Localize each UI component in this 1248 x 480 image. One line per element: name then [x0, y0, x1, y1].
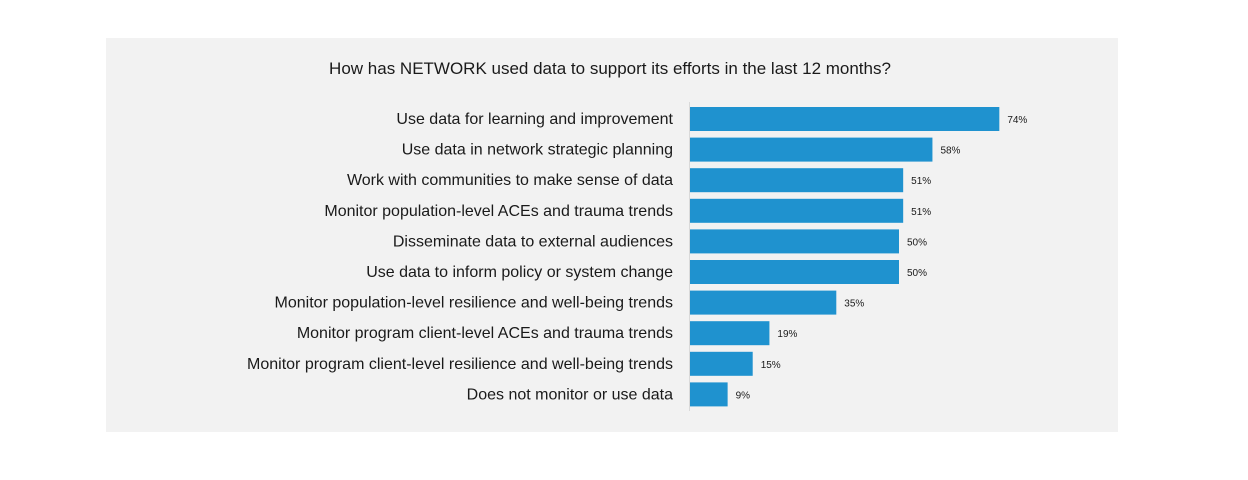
bar — [690, 321, 770, 346]
value-label: 51% — [911, 176, 931, 187]
bar — [690, 382, 728, 407]
category-label: Use data in network strategic planning — [402, 142, 673, 159]
chart-panel: How has NETWORK used data to support its… — [106, 38, 1118, 432]
chart-title: How has NETWORK used data to support its… — [329, 59, 891, 78]
category-label: Monitor program client-level resilience … — [247, 356, 673, 373]
category-label: Does not monitor or use data — [467, 386, 673, 403]
value-label: 58% — [940, 146, 960, 157]
category-label: Work with communities to make sense of d… — [347, 172, 673, 189]
value-label: 50% — [907, 237, 927, 248]
category-label: Monitor population-level resilience and … — [275, 295, 673, 312]
bar — [690, 290, 837, 315]
value-label: 51% — [911, 207, 931, 218]
value-label: 9% — [736, 390, 751, 401]
value-label: 19% — [777, 329, 797, 340]
bar — [690, 229, 899, 254]
value-label: 15% — [761, 360, 781, 371]
bars-layer: Use data for learning and improvement 74%… — [247, 107, 1027, 407]
bar-chart: How has NETWORK used data to support its… — [247, 59, 1027, 411]
category-label: Monitor program client-level ACEs and tr… — [297, 325, 673, 342]
category-label: Disseminate data to external audiences — [393, 233, 673, 250]
value-label: 50% — [907, 268, 927, 279]
category-label: Use data for learning and improvement — [396, 111, 673, 128]
category-label: Monitor population-level ACEs and trauma… — [324, 203, 673, 220]
bar — [690, 137, 933, 162]
value-label: 74% — [1007, 115, 1027, 126]
value-label: 35% — [844, 299, 864, 310]
bar — [690, 198, 904, 223]
category-label: Use data to inform policy or system chan… — [366, 264, 673, 281]
bar — [690, 107, 1000, 131]
bar — [690, 168, 904, 193]
bar — [690, 260, 899, 284]
bar — [690, 351, 753, 376]
